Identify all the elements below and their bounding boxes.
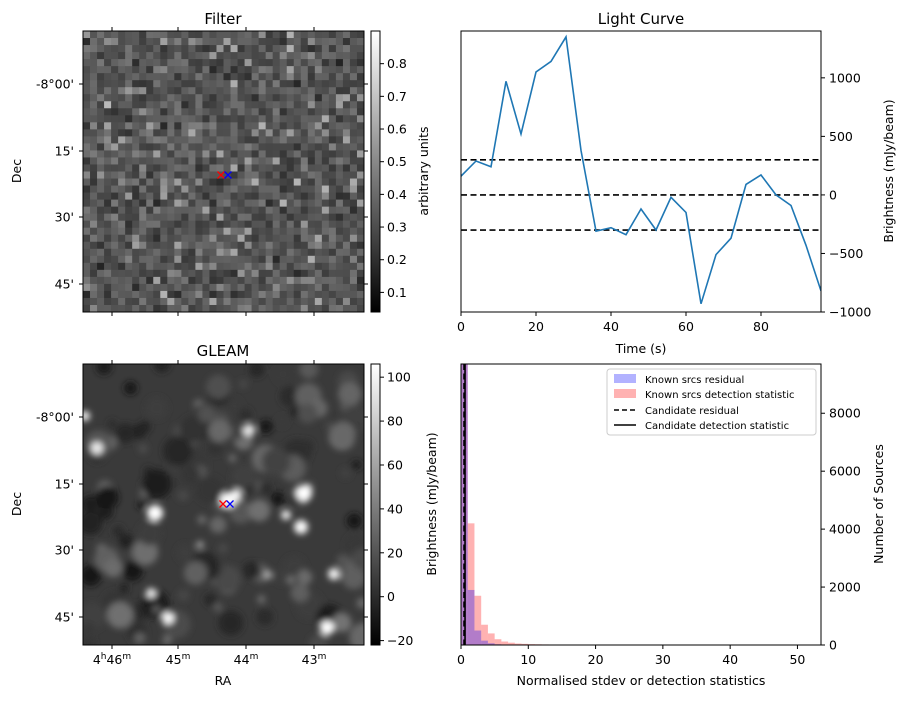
y-tick-label: 6000: [829, 464, 861, 479]
gleam-xlabel: RA: [215, 673, 232, 688]
x-tick-label: 40: [722, 652, 738, 667]
colorbar-tick-label: 0.3: [387, 220, 407, 235]
colorbar-tick-label: 0.4: [387, 187, 407, 202]
x-tick-label: 20: [588, 652, 604, 667]
colorbar-tick-label: 0.6: [387, 122, 407, 137]
ra-tick-label: 44m: [234, 652, 259, 667]
legend-label-known-detection: Known srcs detection statistic: [645, 390, 794, 401]
x-tick-label: 20: [528, 319, 544, 334]
colorbar-tick-label: 0: [387, 589, 395, 604]
filter-ylabel: Dec: [9, 159, 24, 183]
light-curve-title: Light Curve: [598, 10, 684, 28]
x-tick-label: 30: [655, 652, 671, 667]
gleam-colorbar: [371, 364, 380, 645]
colorbar-tick-label: 0.7: [387, 89, 407, 104]
y-tick-label: 0: [829, 638, 837, 653]
filter-title: Filter: [204, 10, 242, 28]
colorbar-tick-label: 40: [387, 501, 403, 516]
histogram-bar: [501, 642, 508, 645]
colorbar-tick-label: 0.2: [387, 252, 407, 267]
legend-swatch-known-residual: [614, 374, 636, 383]
colorbar-tick-label: 0.1: [387, 285, 407, 300]
x-tick-label: 40: [603, 319, 619, 334]
y-tick-label: −1000: [829, 305, 871, 320]
y-tick-label: 8000: [829, 406, 861, 421]
histogram-bar: [474, 631, 481, 645]
ra-tick-label: 4h46m: [93, 652, 131, 667]
colorbar-tick-label: 0.5: [387, 154, 407, 169]
dec-tick-label: 45': [55, 277, 74, 292]
gleam-panel: GLEAM -8°00' 15' 30' 45' 4h46m 45m 44m 43m Dec…: [9, 342, 439, 688]
dec-tick-label: 30': [55, 210, 74, 225]
filter-panel: Filter -8°00'15'30'45' Dec 0.10.20.30.40…: [9, 10, 431, 316]
x-tick-label: 50: [789, 652, 805, 667]
x-tick-label: 0: [457, 652, 465, 667]
y-tick-label: 500: [829, 129, 853, 144]
light-curve-ylabel: Brightness (mJy/beam): [881, 99, 896, 242]
ra-tick-label: 45m: [166, 652, 191, 667]
histogram-legend: Known srcs residual Known srcs detection…: [607, 369, 816, 435]
histogram-xlabel: Normalised stdev or detection statistics: [517, 673, 766, 688]
light-curve-xlabel: Time (s): [615, 341, 667, 356]
y-tick-label: 4000: [829, 522, 861, 537]
colorbar-tick-label: 60: [387, 457, 403, 472]
light-curve-frame: [461, 31, 821, 312]
light-curve-x-axis: 0 20 40 60 80: [457, 312, 769, 334]
y-tick-label: −500: [829, 246, 863, 261]
y-tick-label: 1000: [829, 70, 861, 85]
legend-swatch-known-detection: [614, 389, 636, 398]
x-tick-label: 0: [457, 319, 465, 334]
colorbar-tick-label: −20: [387, 633, 413, 648]
legend-label-candidate-detection: Candidate detection statistic: [645, 421, 789, 432]
colorbar-tick-label: 100: [387, 370, 411, 385]
gleam-ylabel: Dec: [9, 492, 24, 516]
gleam-colorbar-label: Brightness (mJy/beam): [424, 432, 439, 575]
histogram-bar: [481, 641, 488, 645]
colorbar-tick-label: 0.8: [387, 56, 407, 71]
histogram-x-axis: 0 10 20 30 40 50: [457, 645, 805, 667]
colorbar-tick-label: 80: [387, 414, 403, 429]
dec-tick-label: 45': [55, 610, 74, 625]
light-curve-plot-area: [461, 37, 821, 304]
histogram-bar: [468, 590, 475, 645]
filter-colorbar-ticks: 0.1 0.2 0.3 0.4 0.5 0.6 0.7 0.8: [380, 56, 407, 300]
colorbar-tick-label: 20: [387, 545, 403, 560]
histogram-bar: [495, 639, 502, 645]
legend-label-candidate-residual: Candidate residual: [645, 406, 739, 417]
y-tick-label: 2000: [829, 580, 861, 595]
gleam-colorbar-ticks: −20 0 20 40 60 80 100: [380, 370, 413, 648]
x-tick-label: 10: [520, 652, 536, 667]
histogram-y-axis: 0 2000 4000 6000 8000: [821, 406, 861, 653]
gleam-image: [78, 356, 378, 653]
light-curve-y-axis: −1000 −500 0 500 1000: [821, 70, 871, 319]
x-tick-label: 80: [753, 319, 769, 334]
dec-tick-label: 30': [55, 543, 74, 558]
dec-tick-label: 15': [55, 144, 74, 159]
histogram-ylabel: Number of Sources: [871, 444, 886, 564]
filter-colorbar-label: arbitrary units: [416, 126, 431, 215]
filter-colorbar: [371, 31, 380, 312]
light-curve-series: [461, 37, 821, 304]
ra-tick-label: 43m: [302, 652, 327, 667]
dec-tick-label: 15': [55, 477, 74, 492]
dec-tick-label: -8°00': [36, 410, 74, 425]
legend-label-known-residual: Known srcs residual: [645, 375, 744, 386]
x-tick-label: 60: [678, 319, 694, 334]
dec-tick-label: -8°00': [36, 77, 74, 92]
gleam-title: GLEAM: [197, 342, 250, 360]
y-tick-label: 0: [829, 187, 837, 202]
histogram-panel: 0 10 20 30 40 50 0 2000 4000 6000 8000 Normalised…: [457, 364, 886, 688]
